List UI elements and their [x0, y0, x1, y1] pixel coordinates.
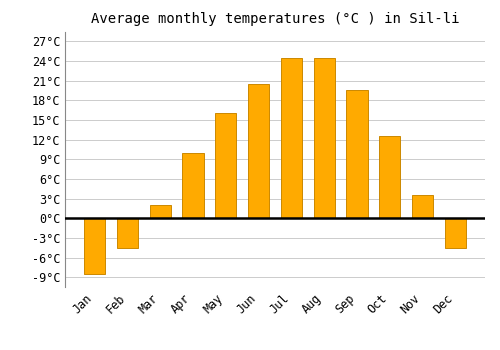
- Bar: [150, 205, 171, 218]
- Bar: [182, 153, 204, 218]
- Bar: [379, 136, 400, 218]
- Bar: [412, 195, 433, 218]
- Bar: [117, 218, 138, 248]
- Bar: [280, 58, 302, 218]
- Bar: [84, 218, 106, 274]
- Bar: [215, 113, 236, 218]
- Bar: [248, 84, 270, 218]
- Bar: [314, 58, 335, 218]
- Bar: [346, 90, 368, 218]
- Title: Average monthly temperatures (°C ) in Sil-li: Average monthly temperatures (°C ) in Si…: [91, 12, 459, 26]
- Bar: [444, 218, 466, 248]
